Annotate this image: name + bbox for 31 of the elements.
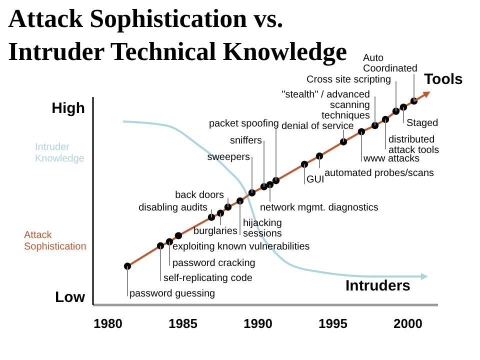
annotation: sweepers <box>207 151 250 162</box>
x-tick-label: 2000 <box>394 316 422 332</box>
annotation: Staged <box>406 118 438 129</box>
annotation: Auto Coordinated <box>363 52 418 74</box>
x-tick-label: 1985 <box>168 316 198 332</box>
annotation: hijacking sessions <box>243 218 282 240</box>
annotation: Cross site scripting <box>306 74 391 85</box>
annotation: sniffers <box>230 135 262 146</box>
annotation: GUI <box>306 174 324 185</box>
chart-title: Attack Sophistication vs. Intruder Technical Knowledge <box>8 3 348 68</box>
annotation: packet spoofing <box>208 118 279 130</box>
annotation: burglaries <box>194 226 238 237</box>
annotation: network mgmt. diagnostics <box>260 202 378 214</box>
annotation: Intruders <box>345 277 411 294</box>
x-tick-label: 1995 <box>318 316 348 332</box>
text: Intruder Knowledge <box>35 142 85 164</box>
annotation: denial of service <box>282 120 354 132</box>
x-tick-label: 1990 <box>244 316 272 332</box>
text: Attack Sophistication <box>24 230 86 252</box>
annotation: password guessing <box>130 288 216 299</box>
annotation: password cracking <box>172 257 256 268</box>
annotation: self-replicating code <box>164 272 253 284</box>
annotation: automated probes/scans <box>324 168 434 179</box>
text: High <box>52 100 85 117</box>
text: Low <box>55 288 86 306</box>
annotation: Tools <box>424 71 463 88</box>
annotation: www attacks <box>362 153 420 164</box>
x-tick-label: 1980 <box>94 316 122 332</box>
annotation: disabling audits <box>138 202 208 213</box>
annotation: exploiting known vulnerabilities <box>172 241 310 252</box>
annotation: back doors <box>175 190 224 201</box>
